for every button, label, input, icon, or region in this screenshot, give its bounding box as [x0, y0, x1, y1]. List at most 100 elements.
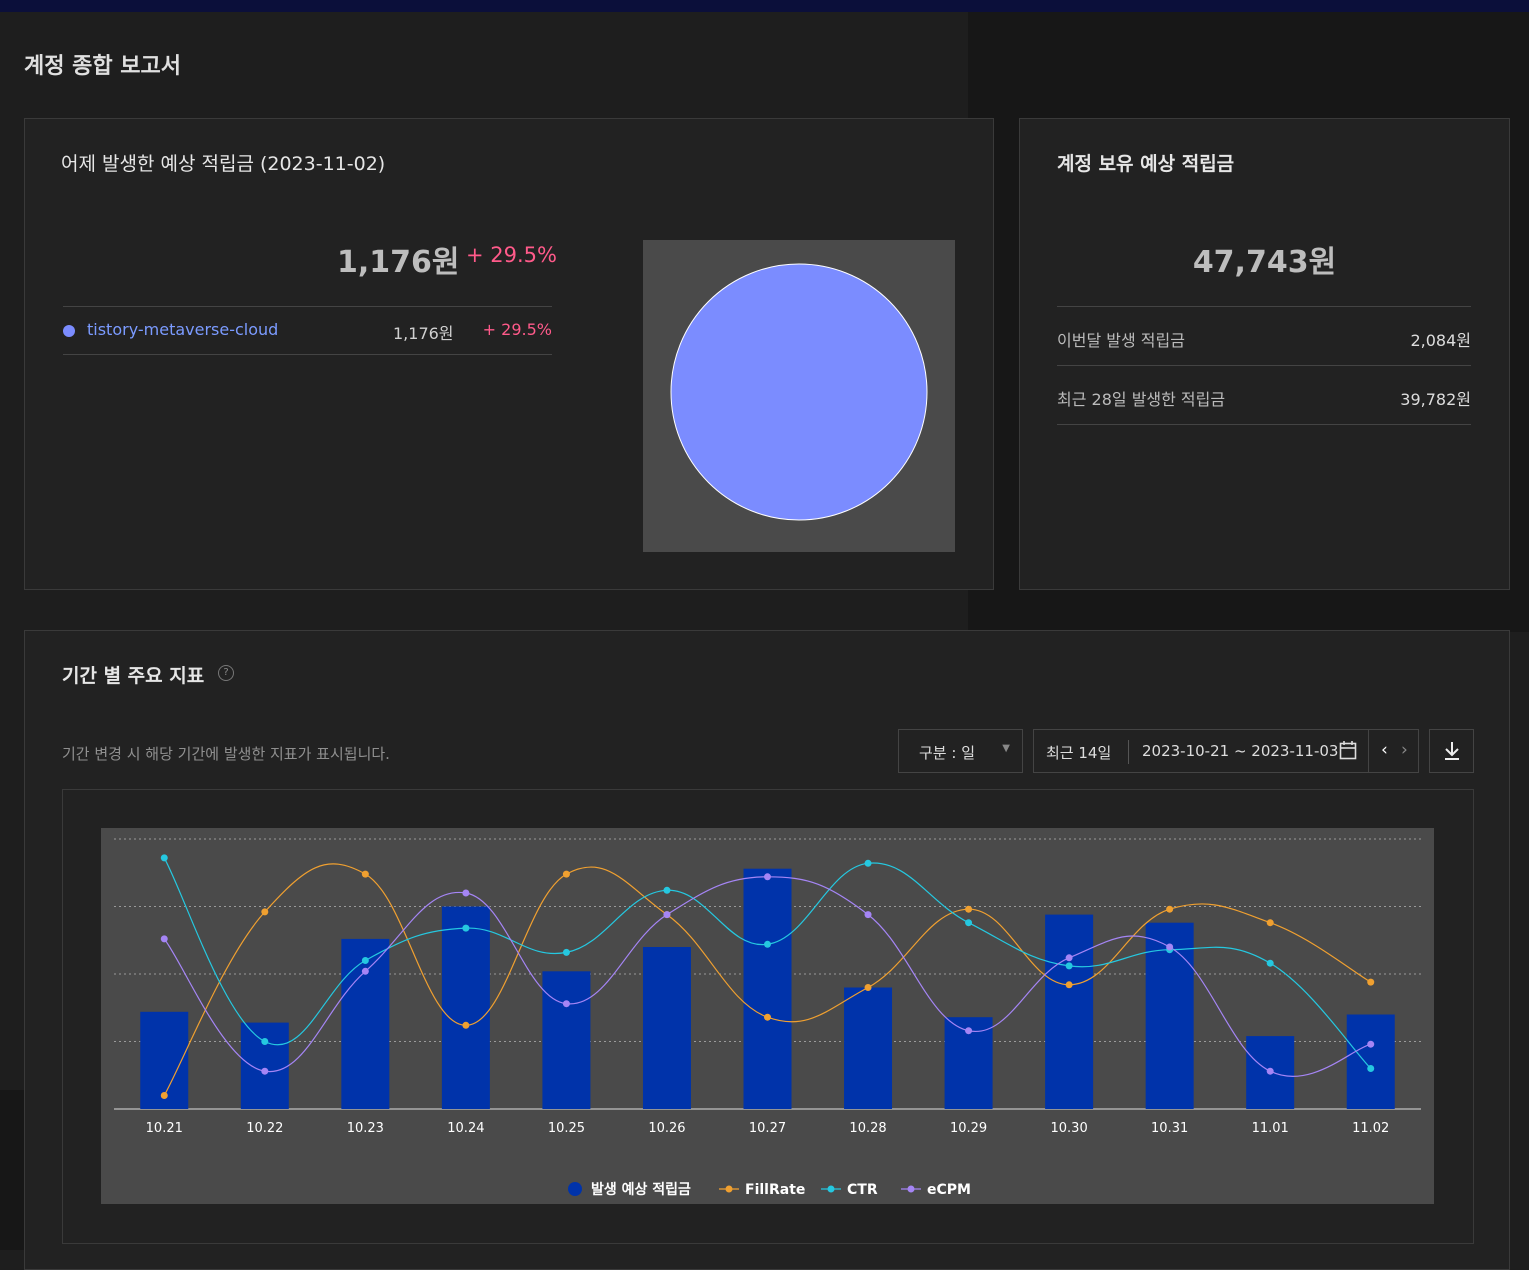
data-point[interactable] — [1065, 962, 1073, 970]
data-point[interactable] — [1065, 981, 1073, 989]
x-tick-label: 10.27 — [749, 1121, 786, 1136]
legend-item[interactable]: eCPM — [927, 1182, 971, 1198]
balance-card-title: 계정 보유 예상 적립금 — [1057, 153, 1235, 175]
pie-slice[interactable] — [670, 263, 928, 521]
data-point[interactable] — [160, 935, 168, 943]
page-title: 계정 종합 보고서 — [24, 54, 181, 79]
x-tick-label: 10.22 — [246, 1121, 283, 1136]
data-point[interactable] — [1065, 954, 1073, 962]
legend-item[interactable]: FillRate — [745, 1182, 805, 1198]
balance-row-label: 이번달 발생 적립금 — [1057, 331, 1185, 350]
bar[interactable] — [642, 947, 691, 1109]
x-tick-label: 10.29 — [950, 1121, 987, 1136]
bar[interactable] — [542, 971, 591, 1109]
yesterday-change: + 29.5% — [466, 243, 557, 267]
data-point[interactable] — [965, 919, 973, 927]
balance-card: 계정 보유 예상 적립금 47,743원 이번달 발생 적립금 2,084원 최… — [1019, 118, 1510, 590]
download-icon — [1445, 742, 1459, 760]
data-point[interactable] — [1367, 1065, 1375, 1072]
data-point[interactable] — [261, 908, 269, 916]
data-point[interactable] — [965, 1027, 973, 1035]
data-point[interactable] — [562, 870, 570, 878]
x-tick-label: 10.26 — [648, 1121, 685, 1136]
data-point[interactable] — [1266, 959, 1274, 967]
data-point[interactable] — [864, 911, 872, 919]
bar[interactable] — [341, 938, 390, 1109]
data-point[interactable] — [764, 1013, 771, 1021]
prev-range-button[interactable]: ‹ — [1381, 740, 1388, 760]
bar[interactable] — [441, 906, 490, 1110]
data-point[interactable] — [361, 870, 369, 878]
data-point[interactable] — [160, 1092, 168, 1099]
data-point[interactable] — [160, 854, 168, 862]
legend-marker — [827, 1185, 835, 1193]
data-point[interactable] — [562, 948, 570, 956]
balance-row-value: 2,084원 — [1410, 331, 1471, 350]
range-preset[interactable]: 최근 14일 — [1046, 744, 1112, 762]
bar[interactable] — [1346, 1014, 1395, 1110]
top-bar — [0, 0, 1529, 12]
bar[interactable] — [743, 868, 792, 1109]
chart-frame: 10.21 10.22 10.23 10.24 10.25 10.26 10.27 10.28… — [62, 789, 1474, 1244]
data-point[interactable] — [965, 905, 973, 913]
yesterday-card-title: 어제 발생한 예상 적립금 (2023-11-02) — [61, 153, 386, 175]
x-tick-label: 10.24 — [447, 1121, 484, 1136]
data-point[interactable] — [1367, 978, 1375, 986]
bar[interactable] — [240, 1022, 289, 1109]
date-range-value[interactable]: 2023-10-21 ~ 2023-11-03 — [1142, 742, 1339, 760]
x-tick-label: 10.23 — [347, 1121, 384, 1136]
data-point[interactable] — [462, 889, 470, 897]
bar[interactable] — [1145, 922, 1194, 1109]
data-point[interactable] — [1166, 905, 1174, 913]
background-strip — [0, 1090, 24, 1250]
data-point[interactable] — [462, 1021, 470, 1029]
data-point[interactable] — [1166, 943, 1174, 951]
combo-chart: 10.21 10.22 10.23 10.24 10.25 10.26 10.27 10.28… — [101, 828, 1434, 1204]
data-point[interactable] — [261, 1038, 269, 1045]
x-tick-label: 10.31 — [1151, 1121, 1188, 1136]
site-amount: 1,176원 — [393, 324, 454, 343]
data-point[interactable] — [663, 911, 671, 919]
data-point[interactable] — [261, 1067, 269, 1075]
legend-marker — [725, 1185, 733, 1193]
x-tick-label: 11.02 — [1352, 1121, 1389, 1136]
legend-marker — [907, 1185, 915, 1193]
site-change: + 29.5% — [482, 320, 552, 339]
unit-select[interactable]: 구분 : 일 ▼ — [898, 729, 1023, 773]
legend-item[interactable]: CTR — [847, 1182, 878, 1198]
divider — [63, 354, 552, 355]
date-range-picker[interactable]: 최근 14일 2023-10-21 ~ 2023-11-03 ‹ › — [1033, 729, 1419, 773]
help-icon[interactable]: ? — [218, 665, 234, 681]
next-range-button[interactable]: › — [1401, 740, 1408, 760]
period-metrics-card: 기간 별 주요 지표 ? 기간 변경 시 해당 기간에 발생한 지표가 표시됩니… — [24, 630, 1510, 1270]
data-point[interactable] — [1266, 919, 1274, 927]
site-name[interactable]: tistory-metaverse-cloud — [87, 320, 279, 339]
series-line-fillrate — [163, 863, 1372, 1096]
data-point[interactable] — [764, 873, 771, 881]
data-point[interactable] — [562, 1000, 570, 1008]
site-row[interactable]: tistory-metaverse-cloud 1,176원 + 29.5% — [63, 307, 552, 355]
pie-chart-svg — [670, 263, 928, 521]
chevron-down-icon: ▼ — [1002, 743, 1010, 754]
legend-marker — [568, 1182, 582, 1196]
x-tick-label: 10.28 — [849, 1121, 886, 1136]
data-point[interactable] — [864, 859, 872, 867]
x-tick-label: 10.25 — [548, 1121, 585, 1136]
data-point[interactable] — [361, 957, 369, 964]
chart-svg: 10.21 10.22 10.23 10.24 10.25 10.26 10.27 10.28… — [114, 838, 1421, 1198]
data-point[interactable] — [1367, 1040, 1375, 1048]
yesterday-amount: 1,176원 — [337, 245, 460, 280]
calendar-icon[interactable] — [1339, 740, 1357, 764]
data-point[interactable] — [663, 886, 671, 894]
x-tick-label: 10.21 — [146, 1121, 183, 1136]
data-point[interactable] — [361, 967, 369, 975]
download-button[interactable] — [1429, 729, 1474, 773]
balance-row-month: 이번달 발생 적립금 2,084원 — [1057, 307, 1471, 365]
data-point[interactable] — [462, 924, 470, 932]
bar[interactable] — [844, 987, 893, 1110]
data-point[interactable] — [864, 984, 872, 991]
bar[interactable] — [1045, 914, 1094, 1109]
legend-item[interactable]: 발생 예상 적립금 — [591, 1181, 691, 1198]
data-point[interactable] — [764, 940, 771, 948]
data-point[interactable] — [1266, 1067, 1274, 1075]
